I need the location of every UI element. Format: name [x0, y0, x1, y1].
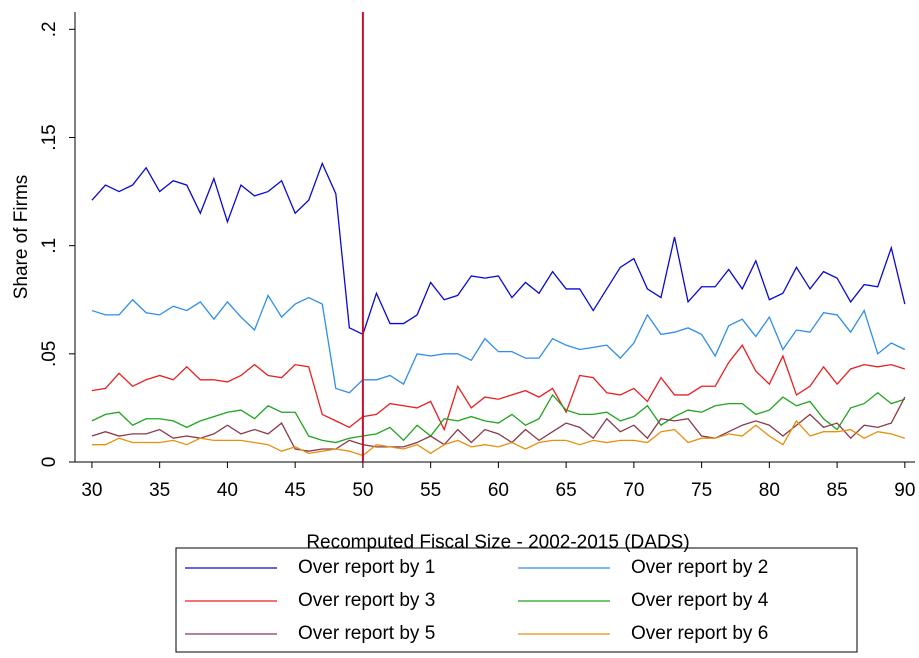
x-tick-label: 75 — [691, 480, 712, 501]
legend-label: Over report by 3 — [298, 590, 435, 611]
series-line — [91, 396, 906, 452]
y-tick-label: 0 — [39, 457, 60, 468]
x-tick-label: 35 — [149, 480, 170, 501]
x-tick-label: 80 — [759, 480, 780, 501]
legend-label: Over report by 2 — [631, 557, 768, 578]
legend-label: Over report by 4 — [631, 590, 769, 611]
y-tick-label: .15 — [39, 124, 60, 150]
x-axis-title: Recomputed Fiscal Size - 2002-2015 (DADS… — [306, 532, 689, 553]
y-axis-title: Share of Firms — [11, 175, 32, 300]
y-tick-label: .2 — [39, 21, 60, 37]
x-tick-label: 30 — [81, 480, 102, 501]
legend-label: Over report by 1 — [298, 557, 435, 578]
x-tick-label: 50 — [352, 480, 373, 501]
series-line — [91, 293, 906, 394]
series-line — [91, 161, 906, 336]
x-tick-label: 40 — [217, 480, 238, 501]
x-tick-label: 70 — [623, 480, 644, 501]
series-line — [91, 391, 906, 444]
x-tick-label: 55 — [420, 480, 441, 501]
x-tick-label: 65 — [556, 480, 577, 501]
legend-label: Over report by 6 — [631, 623, 768, 644]
y-tick-label: .1 — [39, 238, 60, 254]
x-tick-label: 90 — [894, 480, 915, 501]
x-tick-label: 45 — [285, 480, 306, 501]
y-tick-label: .05 — [39, 341, 60, 367]
x-tick-label: 85 — [827, 480, 848, 501]
x-tick-label: 60 — [488, 480, 509, 501]
legend-box — [175, 547, 858, 653]
legend-label: Over report by 5 — [298, 623, 435, 644]
series-line — [91, 343, 906, 432]
series-line — [91, 419, 906, 457]
